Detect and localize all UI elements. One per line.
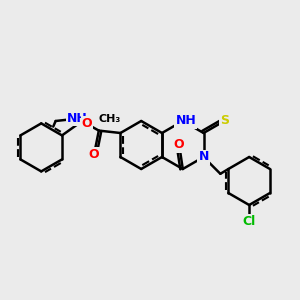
Text: NH: NH	[176, 115, 196, 128]
Text: Cl: Cl	[242, 215, 256, 228]
Text: O: O	[174, 139, 184, 152]
Text: N: N	[198, 151, 209, 164]
Text: O: O	[89, 148, 99, 161]
Text: CH₃: CH₃	[99, 114, 121, 124]
Text: O: O	[82, 117, 92, 130]
Text: NH: NH	[67, 112, 88, 125]
Text: S: S	[220, 115, 229, 128]
